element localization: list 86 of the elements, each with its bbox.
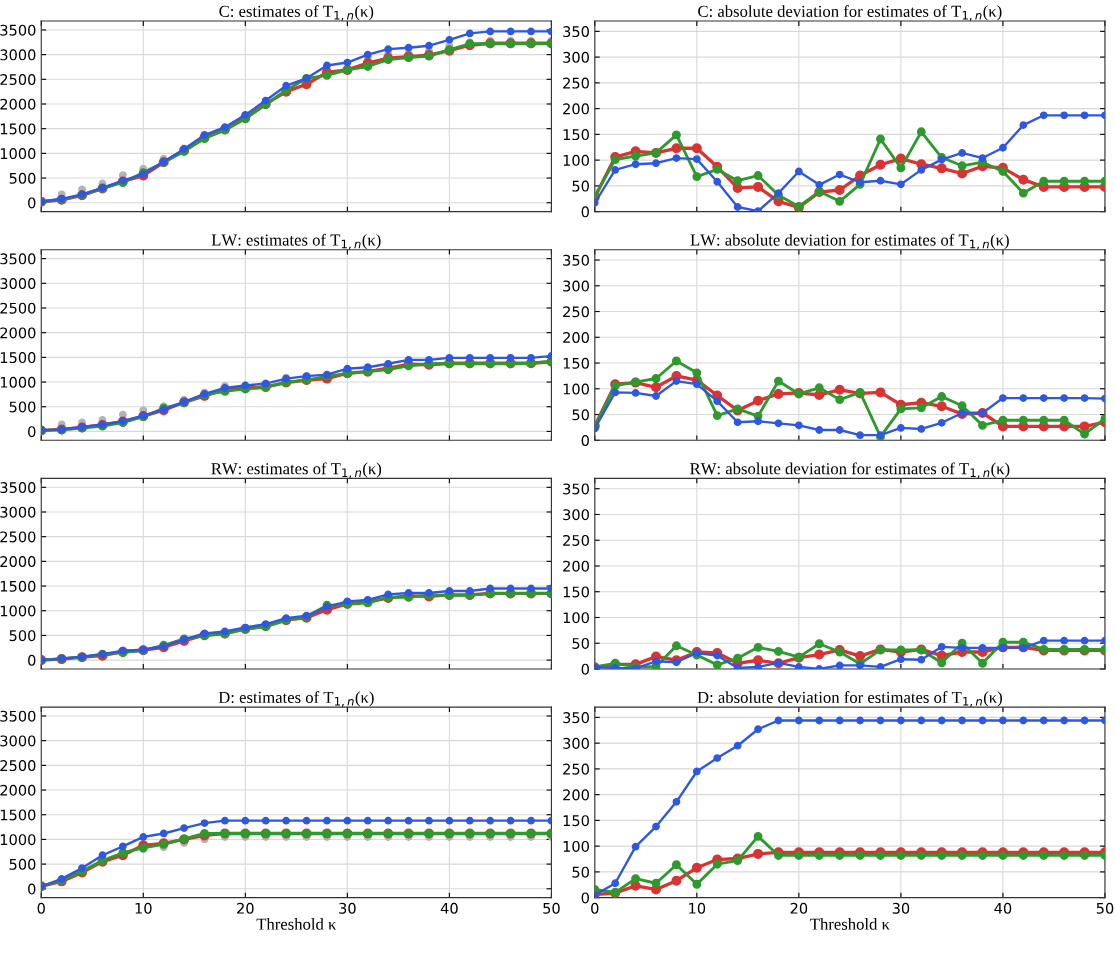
y-tick-label: 100 xyxy=(563,612,589,624)
y-tick-label: 350 xyxy=(563,26,589,38)
x-tick-label: 50 xyxy=(543,902,560,914)
y-tick-label: 250 xyxy=(563,77,589,89)
y-tick-label: 3500 xyxy=(0,253,36,265)
chart-title: RW: absolute deviation for estimates of T$_{1,n}$(κ) xyxy=(690,462,1010,479)
y-tick-label: 2500 xyxy=(0,302,36,314)
y-tick-label: 0 xyxy=(28,654,36,666)
y-tick-label: 1500 xyxy=(0,580,36,592)
y-tick-label: 3000 xyxy=(0,278,36,290)
y-tick-label: 3500 xyxy=(0,710,36,722)
y-tick-label: 1000 xyxy=(0,834,36,846)
x-tick-label: 0 xyxy=(591,902,599,914)
y-tick-label: 150 xyxy=(563,815,589,827)
y-tick-label: 1000 xyxy=(0,605,36,617)
y-tick-label: 300 xyxy=(563,280,589,292)
y-tick-label: 3000 xyxy=(0,506,36,518)
y-tick-label: 200 xyxy=(563,332,589,344)
y-tick-label: 500 xyxy=(9,401,36,413)
y-tick-label: 3500 xyxy=(0,482,36,494)
y-tick-label: 500 xyxy=(9,630,36,642)
y-tick-label: 50 xyxy=(572,409,589,421)
y-tick-label: 50 xyxy=(572,180,589,192)
y-tick-label: 2500 xyxy=(0,531,36,543)
chart-title: C: absolute deviation for estimates of T$_{1,n}$(κ) xyxy=(698,5,1002,21)
y-tick-label: 150 xyxy=(563,586,589,598)
y-tick-label: 2000 xyxy=(0,327,36,339)
y-tick-label: 1000 xyxy=(0,148,36,160)
y-tick-label: 2000 xyxy=(0,98,36,110)
y-tick-label: 200 xyxy=(563,789,589,801)
y-tick-label: 2500 xyxy=(0,74,36,86)
chart-title: LW: estimates of T$_{1,n}$(κ) xyxy=(211,233,381,250)
x-axis-title: Threshold κ xyxy=(256,918,337,930)
chart-title: D: absolute deviation for estimates of T$_{1,n}$(κ) xyxy=(697,691,1002,707)
x-tick-label: 0 xyxy=(37,902,45,914)
y-tick-label: 250 xyxy=(563,534,589,546)
x-tick-label: 30 xyxy=(339,902,356,914)
y-tick-label: 300 xyxy=(563,737,589,749)
y-tick-label: 350 xyxy=(563,483,589,495)
y-tick-label: 300 xyxy=(563,51,589,63)
y-tick-label: 350 xyxy=(563,712,589,724)
y-tick-label: 3000 xyxy=(0,49,36,61)
y-tick-label: 0 xyxy=(581,663,589,675)
y-tick-label: 2500 xyxy=(0,760,36,772)
y-tick-label: 100 xyxy=(563,840,589,852)
y-tick-label: 200 xyxy=(563,560,589,572)
y-tick-label: 50 xyxy=(572,866,589,878)
y-tick-label: 1500 xyxy=(0,123,36,135)
y-tick-label: 0 xyxy=(28,197,36,209)
y-tick-label: 300 xyxy=(563,509,589,521)
y-tick-label: 2000 xyxy=(0,784,36,796)
y-tick-label: 0 xyxy=(581,435,589,447)
y-tick-label: 250 xyxy=(563,763,589,775)
y-tick-label: 100 xyxy=(563,154,589,166)
y-tick-label: 2000 xyxy=(0,556,36,568)
y-tick-label: 150 xyxy=(563,357,589,369)
y-tick-label: 1500 xyxy=(0,352,36,364)
y-tick-label: 0 xyxy=(28,883,36,895)
y-tick-label: 3500 xyxy=(0,24,36,36)
x-tick-label: 50 xyxy=(1096,902,1114,914)
y-tick-label: 150 xyxy=(563,129,589,141)
x-tick-label: 30 xyxy=(892,902,910,914)
x-tick-label: 40 xyxy=(994,902,1012,914)
y-tick-label: 0 xyxy=(28,426,36,438)
x-tick-label: 40 xyxy=(440,902,458,914)
y-tick-label: 250 xyxy=(563,306,589,318)
x-tick-label: 10 xyxy=(689,902,706,914)
y-tick-label: 1500 xyxy=(0,809,36,821)
y-tick-label: 50 xyxy=(572,637,589,649)
y-tick-label: 500 xyxy=(9,172,36,184)
y-tick-label: 200 xyxy=(563,103,589,115)
y-tick-label: 3000 xyxy=(0,735,36,747)
chart-title: C: estimates of T$_{1,n}$(κ) xyxy=(219,5,374,21)
chart-title: RW: estimates of T$_{1,n}$(κ) xyxy=(211,462,382,479)
y-tick-label: 0 xyxy=(581,206,589,218)
y-tick-label: 350 xyxy=(563,254,589,266)
x-tick-label: 20 xyxy=(237,902,254,914)
x-tick-label: 20 xyxy=(790,902,808,914)
chart-title: D: estimates of T$_{1,n}$(κ) xyxy=(218,691,374,707)
chart-title: LW: absolute deviation for estimates of T$_{1,n}$(κ) xyxy=(690,233,1009,250)
y-tick-label: 100 xyxy=(563,383,589,395)
x-tick-label: 10 xyxy=(135,902,152,914)
x-axis-title: Threshold κ xyxy=(810,918,890,930)
y-tick-label: 0 xyxy=(581,892,589,904)
y-tick-label: 1000 xyxy=(0,376,36,388)
y-tick-label: 500 xyxy=(9,858,36,870)
